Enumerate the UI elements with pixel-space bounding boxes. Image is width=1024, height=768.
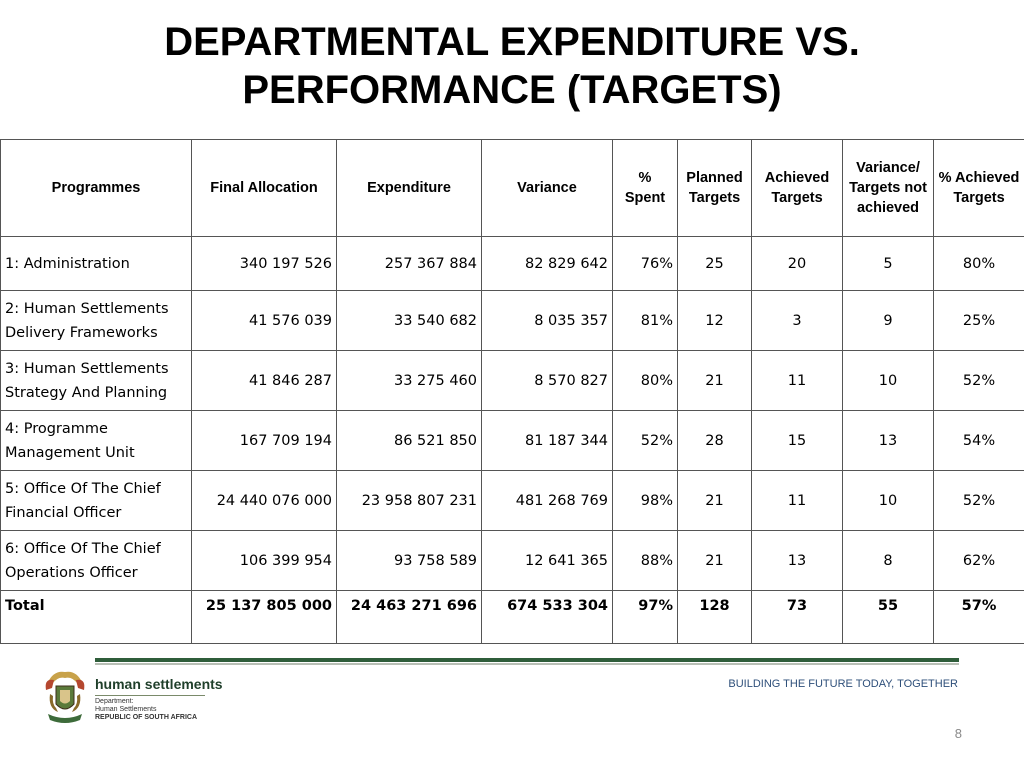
table-row: 5: Office Of The Chief Financial Officer…: [0, 470, 1024, 531]
footer-divider-grey: [95, 663, 959, 665]
logo-country-name: REPUBLIC OF SOUTH AFRICA: [95, 714, 198, 721]
cell-programme: 1: Administration: [0, 236, 192, 291]
total-planned: 128: [677, 590, 752, 644]
cell-expenditure: 93 758 589: [336, 530, 482, 591]
cell-not-achieved: 10: [842, 350, 934, 411]
total-achieved: 73: [751, 590, 843, 644]
header-row: Programmes Final Allocation Expenditure …: [0, 139, 1024, 237]
cell-pct-spent: 88%: [612, 530, 678, 591]
table-row: 2: Human Settlements Delivery Frameworks…: [0, 290, 1024, 351]
cell-variance: 81 187 344: [481, 410, 613, 471]
footer-slogan: BUILDING THE FUTURE TODAY, TOGETHER: [728, 678, 958, 690]
total-row: Total 25 137 805 000 24 463 271 696 674 …: [0, 590, 1024, 644]
cell-variance: 12 641 365: [481, 530, 613, 591]
cell-variance: 8 035 357: [481, 290, 613, 351]
header-variance: Variance: [481, 139, 613, 237]
cell-expenditure: 33 275 460: [336, 350, 482, 411]
header-pct-achieved: % Achieved Targets: [933, 139, 1024, 237]
cell-not-achieved: 8: [842, 530, 934, 591]
cell-not-achieved: 9: [842, 290, 934, 351]
slide-title-line-1: DEPARTMENTAL EXPENDITURE VS.: [164, 20, 860, 64]
header-achieved-targets: Achieved Targets: [751, 139, 843, 237]
cell-pct-spent: 52%: [612, 410, 678, 471]
total-pct-achieved: 57%: [933, 590, 1024, 644]
cell-final-allocation: 106 399 954: [191, 530, 337, 591]
cell-achieved: 15: [751, 410, 843, 471]
page-number: 8: [954, 726, 962, 741]
cell-achieved: 11: [751, 470, 843, 531]
total-expenditure: 24 463 271 696: [336, 590, 482, 644]
cell-final-allocation: 41 576 039: [191, 290, 337, 351]
cell-programme: 2: Human Settlements Delivery Frameworks: [0, 290, 192, 351]
cell-pct-achieved: 54%: [933, 410, 1024, 471]
cell-expenditure: 33 540 682: [336, 290, 482, 351]
cell-achieved: 13: [751, 530, 843, 591]
cell-programme: 5: Office Of The Chief Financial Officer: [0, 470, 192, 531]
logo-underline: [95, 695, 205, 696]
cell-final-allocation: 24 440 076 000: [191, 470, 337, 531]
cell-planned: 21: [677, 530, 752, 591]
header-final-allocation: Final Allocation: [191, 139, 337, 237]
cell-final-allocation: 41 846 287: [191, 350, 337, 411]
cell-planned: 21: [677, 350, 752, 411]
header-planned-targets: Planned Targets: [677, 139, 752, 237]
cell-programme: 6: Office Of The Chief Operations Office…: [0, 530, 192, 591]
total-final-allocation: 25 137 805 000: [191, 590, 337, 644]
cell-variance: 481 268 769: [481, 470, 613, 531]
slide-title: DEPARTMENTAL EXPENDITURE VS. PERFORMANCE…: [0, 18, 1024, 114]
table-row: 1: Administration 340 197 526 257 367 88…: [0, 236, 1024, 291]
cell-achieved: 20: [751, 236, 843, 291]
cell-pct-achieved: 80%: [933, 236, 1024, 291]
header-expenditure: Expenditure: [336, 139, 482, 237]
logo-department-label: Department:: [95, 698, 134, 705]
total-label: Total: [0, 590, 192, 644]
total-pct-spent: 97%: [612, 590, 678, 644]
table-row: 4: Programme Management Unit 167 709 194…: [0, 410, 1024, 471]
cell-expenditure: 23 958 807 231: [336, 470, 482, 531]
cell-pct-achieved: 52%: [933, 470, 1024, 531]
cell-pct-achieved: 25%: [933, 290, 1024, 351]
total-not-achieved: 55: [842, 590, 934, 644]
cell-final-allocation: 340 197 526: [191, 236, 337, 291]
cell-achieved: 11: [751, 350, 843, 411]
cell-planned: 28: [677, 410, 752, 471]
department-logo: human settlements Department: Human Sett…: [42, 668, 223, 728]
header-pct-spent: % Spent: [612, 139, 678, 237]
header-targets-not-achieved: Variance/ Targets not achieved: [842, 139, 934, 237]
cell-not-achieved: 13: [842, 410, 934, 471]
coat-of-arms-icon: [45, 671, 85, 723]
cell-pct-achieved: 52%: [933, 350, 1024, 411]
cell-pct-spent: 80%: [612, 350, 678, 411]
cell-variance: 82 829 642: [481, 236, 613, 291]
cell-expenditure: 86 521 850: [336, 410, 482, 471]
cell-final-allocation: 167 709 194: [191, 410, 337, 471]
total-variance: 674 533 304: [481, 590, 613, 644]
header-programmes: Programmes: [0, 139, 192, 237]
footer-divider-green: [95, 658, 959, 662]
cell-not-achieved: 5: [842, 236, 934, 291]
cell-achieved: 3: [751, 290, 843, 351]
cell-expenditure: 257 367 884: [336, 236, 482, 291]
slide-title-line-2: PERFORMANCE (TARGETS): [242, 68, 782, 112]
logo-department-name: Human Settlements: [95, 706, 157, 713]
cell-not-achieved: 10: [842, 470, 934, 531]
cell-pct-spent: 81%: [612, 290, 678, 351]
cell-programme: 4: Programme Management Unit: [0, 410, 192, 471]
cell-pct-spent: 98%: [612, 470, 678, 531]
table-row: 3: Human Settlements Strategy And Planni…: [0, 350, 1024, 411]
table-row: 6: Office Of The Chief Operations Office…: [0, 530, 1024, 591]
expenditure-performance-table: Programmes Final Allocation Expenditure …: [0, 139, 1024, 644]
cell-planned: 12: [677, 290, 752, 351]
cell-pct-achieved: 62%: [933, 530, 1024, 591]
cell-programme: 3: Human Settlements Strategy And Planni…: [0, 350, 192, 411]
cell-variance: 8 570 827: [481, 350, 613, 411]
cell-planned: 21: [677, 470, 752, 531]
cell-pct-spent: 76%: [612, 236, 678, 291]
cell-planned: 25: [677, 236, 752, 291]
logo-name-text: human settlements: [95, 676, 223, 692]
